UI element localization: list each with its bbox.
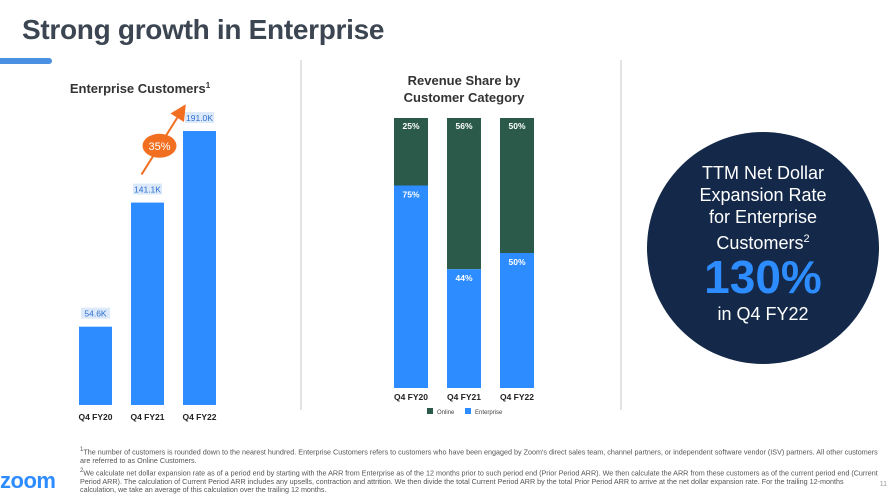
callout-line-1: TTM Net Dollar: [701, 163, 824, 183]
footnotes: 1The number of customers is rounded down…: [80, 446, 880, 496]
customers-bar-1: [79, 326, 112, 405]
enterprise-share-label-1: 75%: [402, 190, 419, 200]
customers-category-label-2: Q4 FY21: [130, 412, 164, 422]
online-share-bar-1: [394, 118, 428, 186]
page-number: 11: [879, 481, 887, 488]
legend-label-enterprise: Enterprise: [475, 410, 503, 416]
legend-swatch-enterprise: [465, 408, 471, 414]
title-accent-bar: [0, 58, 52, 64]
enterprise-share-bar-3: [500, 253, 534, 388]
enterprise-share-bar-2: [447, 269, 481, 388]
customers-value-label-1: 54.6K: [84, 309, 107, 319]
callout-line-2: Expansion Rate: [699, 185, 827, 205]
online-share-bar-3: [500, 118, 534, 253]
customers-value-label-bg-3: [185, 112, 214, 123]
share-category-label-3: Q4 FY22: [500, 392, 534, 402]
legend-swatch-online: [427, 408, 433, 414]
chart2-title-line1: Revenue Share by: [408, 73, 521, 88]
chart2-title-line2: Customer Category: [404, 90, 525, 105]
callout-line-3: for Enterprise: [708, 207, 818, 227]
section-divider-right: [620, 60, 622, 410]
online-share-bar-2: [447, 118, 481, 270]
online-share-label-2: 56%: [455, 121, 472, 131]
customers-value-label-bg-1: [81, 307, 110, 319]
chart1-title: Enterprise Customers1: [70, 81, 211, 96]
customers-category-label-1: Q4 FY20: [78, 412, 112, 422]
section-divider-left: [300, 60, 302, 410]
callout-value: 130%: [704, 251, 822, 303]
customers-category-label-3: Q4 FY22: [182, 412, 216, 422]
growth-badge-label: 35%: [148, 141, 170, 153]
footnote-1: 1The number of customers is rounded down…: [80, 447, 878, 465]
growth-badge: [142, 133, 177, 158]
customers-bar-2: [131, 202, 164, 405]
online-share-label-3: 50%: [508, 121, 525, 131]
online-share-label-1: 25%: [402, 121, 419, 131]
legend-label-online: Online: [437, 410, 455, 416]
customers-value-label-2: 141.1K: [134, 185, 161, 195]
customers-value-label-3: 191.0K: [186, 113, 213, 123]
net-dollar-expansion-callout: TTM Net Dollar Expansion Rate for Enterp…: [647, 132, 879, 364]
page-title: Strong growth in Enterprise: [22, 14, 385, 45]
footnote-2: 2We calculate net dollar expansion rate …: [80, 467, 878, 495]
callout-line-4: Customers2: [716, 233, 810, 253]
share-category-label-2: Q4 FY21: [447, 392, 481, 402]
callout-description: TTM Net Dollar Expansion Rate for Enterp…: [647, 162, 879, 254]
customers-bar-3: [183, 131, 216, 405]
zoom-logo: zoom: [0, 468, 56, 493]
enterprise-share-label-3: 50%: [508, 257, 525, 267]
callout-period: in Q4 FY22: [717, 304, 809, 324]
customers-value-label-bg-2: [133, 183, 162, 195]
share-category-label-1: Q4 FY20: [394, 392, 428, 402]
enterprise-share-label-2: 44%: [455, 273, 472, 283]
enterprise-share-bar-1: [394, 185, 428, 388]
